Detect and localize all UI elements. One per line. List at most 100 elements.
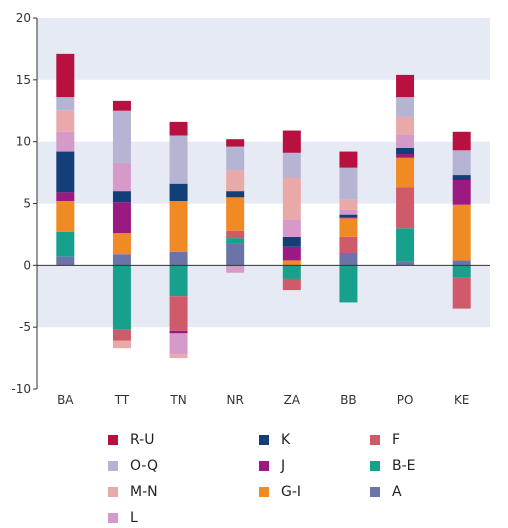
x-axis-labels: BA TT TN NR ZA BB PO KE — [57, 393, 469, 407]
x-tick-label-ba: BA — [57, 393, 74, 407]
bar-segment-tt-f — [112, 329, 131, 341]
bar-segment-ke-f — [452, 277, 471, 309]
bar-segment-bb-j — [339, 217, 358, 219]
x-tick-label-po: PO — [397, 393, 414, 407]
legend-item-f: F — [370, 430, 400, 450]
legend-label: M-N — [130, 484, 158, 500]
bar-segment-ke-g-i — [452, 204, 471, 261]
bar-segment-tn-j — [169, 330, 188, 334]
legend-label: F — [392, 432, 401, 448]
y-tick-label: -5 — [19, 320, 31, 334]
bar-segment-za-m-n — [282, 177, 301, 220]
x-tick-label-ke: KE — [454, 393, 469, 407]
bar-segment-tn-k — [169, 183, 188, 202]
legend-label: G-I — [281, 484, 302, 500]
x-tick-label-bb: BB — [340, 393, 356, 407]
bar-segment-po-f — [396, 187, 415, 229]
legend-item-a: A — [370, 482, 402, 502]
legend-label: R-U — [130, 432, 155, 448]
bar-segment-za-f — [282, 278, 301, 291]
bar-segment-ba-r-u — [56, 53, 75, 98]
bar-segment-ke-k — [452, 175, 471, 181]
legend-swatch — [108, 487, 118, 497]
bar-segment-ba-b-e — [56, 231, 75, 257]
legend-swatch — [259, 461, 269, 471]
y-axis-ticks: 20 15 10 5 0 -5 -10 — [11, 11, 37, 396]
bar-segment-tt-a — [112, 254, 131, 266]
bar-segment-bb-b-e — [339, 265, 358, 303]
legend-swatch — [259, 435, 269, 445]
bar-segment-nr-b-e — [226, 238, 245, 244]
x-tick-label-za: ZA — [284, 393, 301, 407]
bar-segment-po-l — [396, 134, 415, 148]
legend-item-o-q: O-Q — [108, 456, 158, 476]
grid-band — [37, 18, 490, 80]
legend-item-j: J — [259, 456, 285, 476]
bar-segment-ba-m-n — [56, 110, 75, 132]
bar-segment-tn-l — [169, 333, 188, 355]
bar-segment-tt-g-i — [112, 233, 131, 255]
legend-swatch — [108, 461, 118, 471]
bar-segment-tn-m-n — [169, 354, 188, 359]
bar-segment-ke-b-e — [452, 265, 471, 278]
grid-bands — [37, 18, 490, 328]
bar-segment-nr-m-n — [226, 170, 245, 192]
legend-swatch — [370, 435, 380, 445]
bar-segment-po-a — [396, 261, 415, 266]
bar-segment-za-g-i — [282, 260, 301, 266]
legend-label: O-Q — [130, 458, 158, 474]
bar-segment-ke-a — [452, 260, 471, 266]
bar-segment-ke-r-u — [452, 131, 471, 151]
bar-segment-tn-a — [169, 251, 188, 266]
x-tick-label-tn: TN — [169, 393, 186, 407]
bar-segment-tn-g-i — [169, 201, 188, 252]
bar-segment-nr-l — [226, 265, 245, 273]
y-tick-label: 15 — [16, 73, 31, 87]
bar-segment-nr-k — [226, 191, 245, 198]
legend-label: L — [130, 510, 138, 526]
y-tick-label: 20 — [16, 11, 31, 25]
legend-item-b-e: B-E — [370, 456, 416, 476]
bar-segment-bb-m-n — [339, 199, 358, 210]
legend-swatch — [370, 487, 380, 497]
bar-segment-za-o-q — [282, 152, 301, 178]
legend-label: J — [281, 458, 286, 474]
bar-segment-tt-l — [112, 162, 131, 192]
bar-segment-tn-r-u — [169, 121, 188, 136]
bar-segment-ba-a — [56, 256, 75, 266]
grid-band — [37, 265, 490, 328]
bar-segment-ke-j — [452, 180, 471, 205]
bar-segment-bb-a — [339, 252, 358, 266]
y-tick-label: 10 — [16, 135, 31, 149]
bar-segment-po-r-u — [396, 74, 415, 98]
bar-segment-po-j — [396, 154, 415, 158]
bar-segment-ba-j — [56, 192, 75, 202]
bar-segment-nr-o-q — [226, 146, 245, 171]
bar-segment-za-b-e — [282, 265, 301, 279]
bar-segment-bb-o-q — [339, 167, 358, 200]
legend-label: B-E — [392, 458, 416, 474]
bar-segment-tn-b-e — [169, 265, 188, 297]
bar-segment-po-b-e — [396, 228, 415, 262]
legend-label: A — [392, 484, 402, 500]
bar-segment-za-l — [282, 219, 301, 237]
bar-segment-po-m-n — [396, 116, 415, 135]
bar-segment-bb-k — [339, 214, 358, 218]
stacked-bar-chart: 20 15 10 5 0 -5 -10 BA TT TN NR ZA BB PO KE — [11, 11, 490, 407]
bar-segment-bb-f — [339, 236, 358, 253]
bar-segment-po-k — [396, 147, 415, 155]
x-tick-label-tt: TT — [114, 393, 130, 407]
bar-segment-tt-j — [112, 202, 131, 234]
legend-item-l: L — [108, 508, 138, 528]
bar-segment-ba-k — [56, 151, 75, 193]
bar-segment-po-o-q — [396, 97, 415, 117]
bar-segment-tn-o-q — [169, 135, 188, 184]
bar-segment-za-r-u — [282, 130, 301, 153]
bar-segment-bb-r-u — [339, 151, 358, 168]
bar-stacks — [56, 53, 471, 359]
bar-segment-ba-l — [56, 131, 75, 152]
y-tick-label: 0 — [23, 258, 31, 272]
bar-segment-tt-m-n — [112, 340, 131, 349]
x-tick-label-nr: NR — [227, 393, 244, 407]
legend-swatch — [259, 487, 269, 497]
